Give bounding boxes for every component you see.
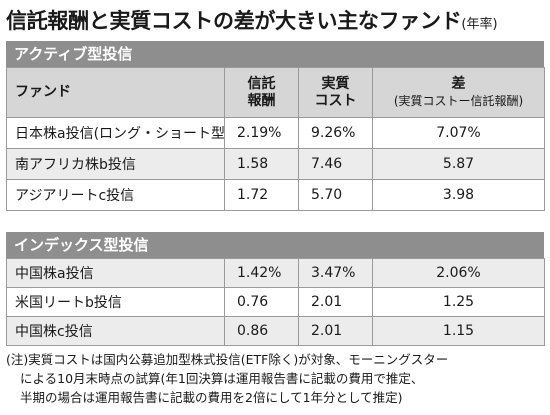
cost-value: 2.01 [298,316,373,346]
diff-value: 5.87 [372,148,545,180]
col-header-fee-line2: 報酬 [247,92,276,109]
col-header-cost-line1: 実質 [321,75,350,92]
cost-value: 2.01 [298,287,373,317]
fund-name: アジアリートc投信 [6,179,225,211]
table-row: 中国株a投信 1.42% 3.47% 2.06% [6,258,545,288]
fund-name: 中国株c投信 [6,316,225,346]
fund-name: 南アフリカ株b投信 [6,148,225,180]
footnote-line-1: (注)実質コストは国内公募追加型株式投信(ETF除く)が対象、モーニングスター [6,352,449,367]
table-row: 中国株c投信 0.86 2.01 1.15 [6,316,545,346]
fund-name: 日本株a投信(ロング・ショート型) [6,117,225,149]
table-row: 南アフリカ株b投信 1.58 7.46 5.87 [6,148,545,180]
col-header-diff-line1: 差 [451,75,466,92]
col-header-fund: ファンド [6,67,225,118]
diff-value: 7.07% [372,117,545,149]
col-header-diff-line2: (実質コストー信託報酬) [393,93,524,108]
cost-value: 9.26% [298,117,373,149]
fund-name: 米国リートb投信 [6,287,225,317]
title-unit: (年率) [461,17,498,32]
col-header-cost: 実質 コスト [298,67,373,118]
table-row: 日本株a投信(ロング・ショート型) 2.19% 9.26% 7.07% [6,117,545,149]
title-main: 信託報酬と実質コストの差が大きい主なファンド [6,9,462,33]
table-row: アジアリートc投信 1.72 5.70 3.98 [6,179,545,211]
section-header-active: アクティブ型投信 [6,41,544,67]
col-header-diff: 差 (実質コストー信託報酬) [372,67,545,118]
fee-value: 1.42% [224,258,299,288]
page-title: 信託報酬と実質コストの差が大きい主なファンド(年率) [6,5,546,35]
col-header-fee: 信託 報酬 [224,67,299,118]
footnote-line-2: による10月末時点の試算(年1回決算は運用報告書に記載の費用で推定、 [20,371,424,386]
fee-value: 0.76 [224,287,299,317]
footnote-line-3: 半期の場合は運用報告書に記載の費用を2倍にして1年分として推定) [20,390,403,405]
fund-name: 中国株a投信 [6,258,225,288]
index-fund-table: 中国株a投信 1.42% 3.47% 2.06% 米国リートb投信 0.76 2… [6,258,545,346]
diff-value: 3.98 [372,179,545,211]
fee-value: 1.72 [224,179,299,211]
section-header-index: インデックス型投信 [6,232,544,258]
col-header-fee-line1: 信託 [247,75,276,92]
cost-value: 3.47% [298,258,373,288]
fee-value: 2.19% [224,117,299,149]
fee-value: 1.58 [224,148,299,180]
col-header-cost-line2: コスト [314,92,357,109]
diff-value: 2.06% [372,258,545,288]
footnote: (注)実質コストは国内公募追加型株式投信(ETF除く)が対象、モーニングスター … [6,350,546,407]
cost-value: 5.70 [298,179,373,211]
table-header-row: ファンド 信託 報酬 実質 コスト 差 (実質コストー信託報酬) [6,67,545,118]
diff-value: 1.25 [372,287,545,317]
cost-value: 7.46 [298,148,373,180]
table-row: 米国リートb投信 0.76 2.01 1.25 [6,287,545,317]
fee-value: 0.86 [224,316,299,346]
active-fund-table: ファンド 信託 報酬 実質 コスト 差 (実質コストー信託報酬) 日本株a投信(… [6,67,545,211]
diff-value: 1.15 [372,316,545,346]
